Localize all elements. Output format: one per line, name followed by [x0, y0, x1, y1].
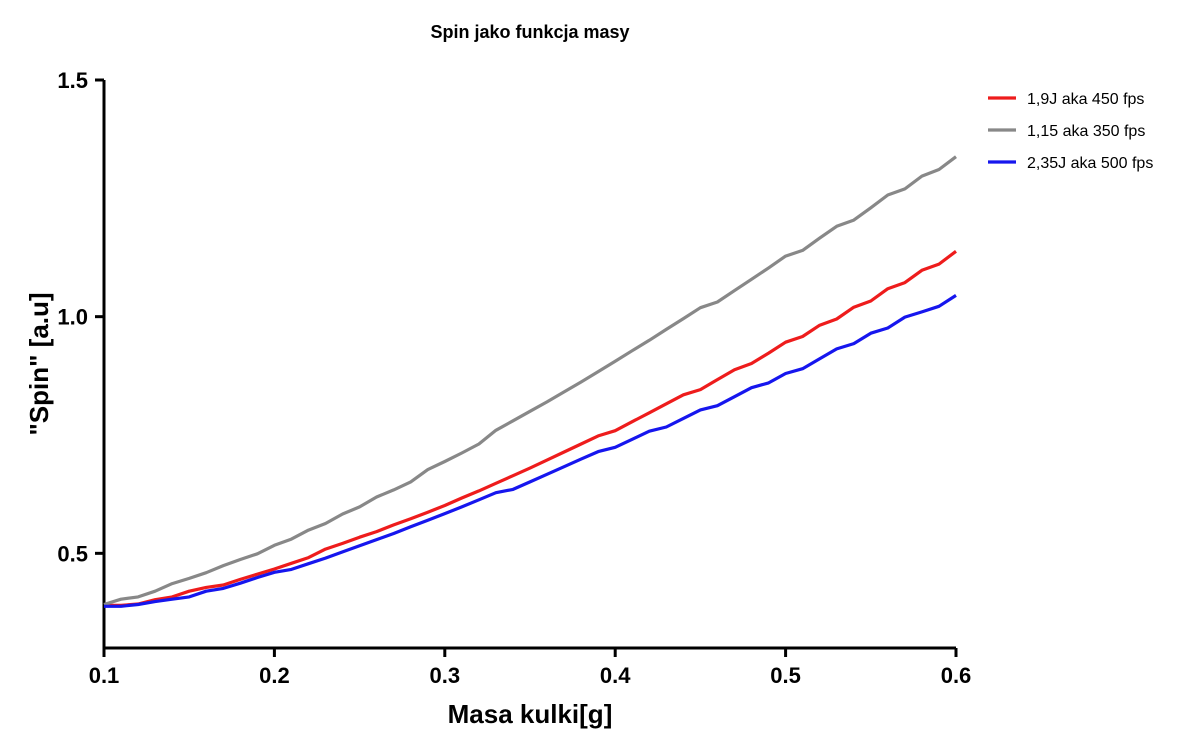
- x-tick-label: 0.4: [600, 663, 631, 688]
- y-tick-label: 0.5: [57, 541, 88, 566]
- series-line-1: [104, 250, 957, 608]
- legend-label-1: 1,9J aka 450 fps: [1027, 91, 1144, 108]
- x-tick-label: 0.5: [770, 663, 801, 688]
- series-lines: [103, 155, 957, 608]
- legend: 1,9J aka 450 fps 1,15 aka 350 fps 2,35J ak…: [988, 91, 1153, 172]
- legend-label-3: 2,35J aka 500 fps: [1027, 155, 1153, 172]
- x-tick-label: 0.1: [89, 663, 120, 688]
- chart-title: Spin jako funkcja masy: [430, 22, 629, 42]
- x-tick-label: 0.6: [941, 663, 972, 688]
- y-axis-title: "Spin" [a.u]: [24, 292, 54, 435]
- y-ticks: 0.5 1.0 1.5: [57, 68, 104, 566]
- x-ticks: 0.1 0.2 0.3 0.4 0.5 0.6: [89, 648, 972, 688]
- y-tick-label: 1.5: [57, 68, 88, 93]
- x-tick-label: 0.2: [259, 663, 290, 688]
- legend-label-2: 1,15 aka 350 fps: [1027, 123, 1145, 140]
- series-line-3: [104, 294, 957, 608]
- y-tick-label: 1.0: [57, 305, 88, 330]
- series-line-2: [103, 155, 957, 607]
- x-axis-title: Masa kulki[g]: [448, 699, 613, 729]
- x-tick-label: 0.3: [430, 663, 461, 688]
